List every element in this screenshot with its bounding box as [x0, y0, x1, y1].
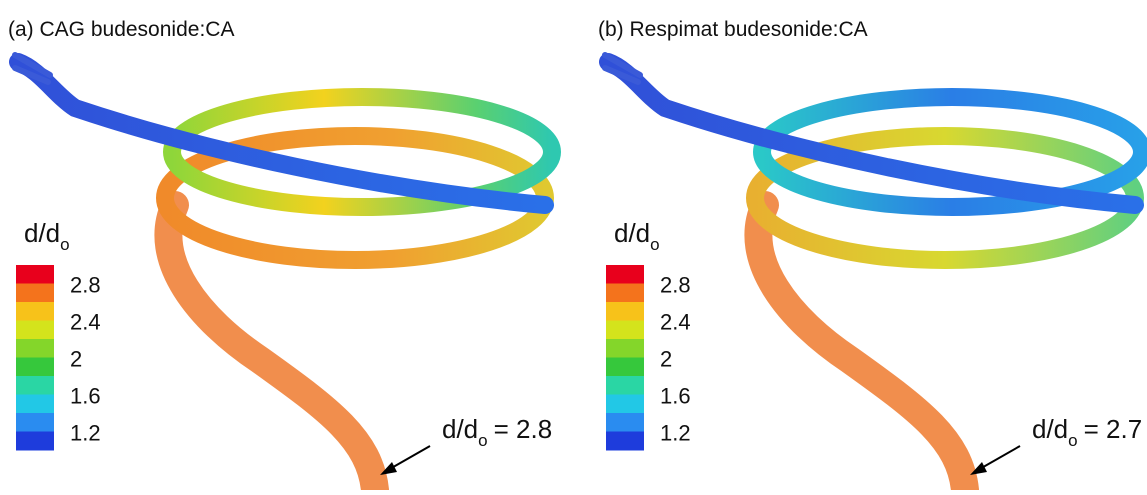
colorbar-band: [16, 283, 54, 303]
colorbar-band: [606, 357, 644, 377]
streamlines: [9, 52, 561, 495]
annotation-arrow: [977, 445, 1021, 471]
colorbar-label-main: d/d: [24, 218, 60, 248]
colorbar-tick-label: 1.2: [660, 421, 691, 446]
upper-ring: [753, 88, 1147, 216]
panel-title: (a) CAG budesonide:CA: [8, 18, 234, 41]
inlet-tips: [602, 52, 643, 85]
colorbar-band: [606, 413, 644, 432]
tail-tube: [744, 191, 979, 495]
annotation-arrow: [387, 445, 431, 471]
colorbar-band: [606, 283, 644, 303]
colorbar-band: [16, 265, 54, 284]
inlet-tips: [12, 52, 53, 85]
colorbar-label-sub: o: [60, 235, 69, 254]
panel: (b) Respimat budesonide:CAd/do2.82.421.6…: [598, 18, 1147, 495]
colorbar-tick-label: 2: [660, 347, 672, 372]
colorbar-band: [16, 376, 54, 395]
colorbar-tick-label: 2.4: [660, 310, 691, 335]
annotation: d/do = 2.8: [442, 414, 552, 450]
colorbar-band: [16, 320, 54, 340]
inlet-tube: [9, 53, 554, 214]
annotation-main: d/d: [442, 414, 478, 444]
panel: (a) CAG budesonide:CAd/do2.82.421.61.2 d/…: [8, 18, 561, 495]
annotation: d/do = 2.7: [1032, 414, 1142, 450]
colorbar-band: [606, 431, 644, 451]
colorbar-tick-label: 2.8: [70, 273, 101, 298]
panel-title: (b) Respimat budesonide:CA: [598, 18, 868, 41]
colorbar-tick-label: 2.8: [660, 273, 691, 298]
colorbar-band: [606, 394, 644, 414]
colorbar-label-main: d/d: [614, 218, 650, 248]
annotation-sub: o: [1068, 431, 1077, 450]
colorbar-band: [606, 302, 644, 321]
colorbar-label: d/do: [614, 218, 660, 254]
colorbar-band: [16, 339, 54, 358]
annotation-arrowhead: [380, 462, 397, 475]
colorbar-band: [16, 302, 54, 321]
colorbar-tick-label: 1.6: [70, 384, 101, 409]
colorbar-band: [606, 339, 644, 358]
colorbar-band: [606, 376, 644, 395]
inlet-tube: [599, 53, 1144, 214]
colorbar-band: [16, 431, 54, 451]
colorbar-tick-label: 1.2: [70, 421, 101, 446]
colorbar-band: [16, 413, 54, 432]
colorbar-label: d/do: [24, 218, 70, 254]
tail-tube: [154, 191, 389, 495]
colorbar-band: [16, 394, 54, 414]
colorbar-band: [16, 357, 54, 377]
annotation-arrowhead: [970, 462, 987, 475]
annotation-main: d/d: [1032, 414, 1068, 444]
upper-ring: [163, 88, 561, 216]
annotation-rest: = 2.8: [494, 414, 553, 444]
colorbar-tick-label: 1.6: [660, 384, 691, 409]
colorbar-tick-label: 2.4: [70, 310, 101, 335]
colorbar-band: [606, 265, 644, 284]
colorbar-band: [606, 320, 644, 340]
streamlines: [599, 52, 1147, 495]
colorbar-label-sub: o: [650, 235, 659, 254]
annotation-rest: = 2.7: [1084, 414, 1143, 444]
colorbar-tick-label: 2: [70, 347, 82, 372]
annotation-sub: o: [478, 431, 487, 450]
